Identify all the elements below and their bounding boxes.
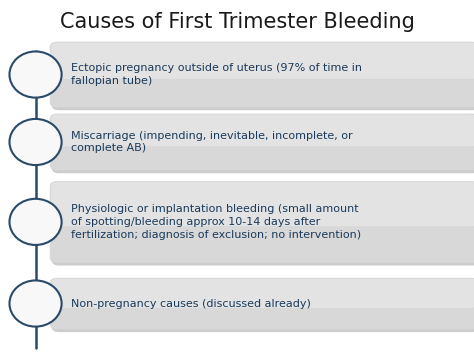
Ellipse shape [9,280,62,327]
FancyBboxPatch shape [52,116,474,173]
FancyBboxPatch shape [52,44,474,110]
Text: Causes of First Trimester Bleeding: Causes of First Trimester Bleeding [60,12,414,32]
FancyBboxPatch shape [50,278,474,329]
FancyBboxPatch shape [51,279,474,308]
FancyBboxPatch shape [50,42,474,107]
Ellipse shape [9,199,62,245]
FancyBboxPatch shape [52,184,474,266]
Text: Non-pregnancy causes (discussed already): Non-pregnancy causes (discussed already) [71,299,311,308]
Text: Ectopic pregnancy outside of uterus (97% of time in
fallopian tube): Ectopic pregnancy outside of uterus (97%… [71,63,362,86]
FancyBboxPatch shape [50,114,474,170]
Ellipse shape [9,119,62,165]
FancyBboxPatch shape [52,280,474,332]
Ellipse shape [9,51,62,98]
FancyBboxPatch shape [51,43,474,79]
Text: Miscarriage (impending, inevitable, incomplete, or
complete AB): Miscarriage (impending, inevitable, inco… [71,131,353,153]
FancyBboxPatch shape [51,115,474,146]
FancyBboxPatch shape [50,181,474,263]
FancyBboxPatch shape [51,182,474,226]
Text: Physiologic or implantation bleeding (small amount
of spotting/bleeding approx 1: Physiologic or implantation bleeding (sm… [71,204,361,240]
